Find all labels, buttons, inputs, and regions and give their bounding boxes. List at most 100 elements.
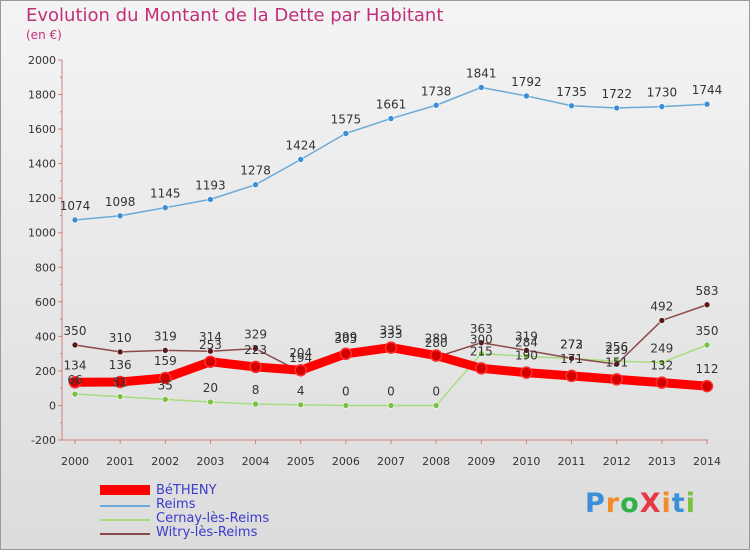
logo-letter: i: [685, 488, 696, 519]
data-label: 4: [297, 384, 305, 398]
y-tick-label: 200: [35, 365, 56, 378]
data-point: [297, 156, 305, 163]
x-tick-label: 2009: [467, 455, 495, 468]
logo-letter: r: [605, 488, 621, 519]
data-label: 333: [380, 327, 403, 341]
data-point: [475, 362, 488, 375]
data-label: 1730: [647, 86, 678, 100]
data-point: [610, 373, 623, 386]
data-label: 329: [244, 328, 267, 342]
logo-letter: i: [661, 488, 672, 519]
chart-title: Evolution du Montant de la Dette par Hab…: [26, 5, 444, 26]
data-label: 20: [203, 381, 218, 395]
data-point: [161, 204, 169, 211]
logo-letter: o: [620, 488, 640, 519]
data-point: [655, 376, 669, 389]
data-point: [252, 345, 259, 352]
x-tick-label: 2003: [196, 455, 224, 468]
legend-swatch: [100, 533, 150, 535]
data-point: [384, 341, 398, 354]
y-tick-label: 400: [35, 330, 56, 343]
data-point: [116, 393, 124, 400]
x-tick-label: 2001: [106, 455, 134, 468]
data-label: 319: [515, 329, 538, 343]
proxiti-logo: ProXiti: [585, 488, 696, 519]
data-label: 256: [605, 340, 628, 354]
x-tick-label: 2006: [332, 455, 360, 468]
data-label: 204: [289, 346, 312, 360]
x-tick-label: 2010: [512, 455, 540, 468]
data-label: 151: [605, 355, 628, 369]
data-label: 66: [67, 373, 82, 387]
x-tick-label: 2011: [558, 455, 586, 468]
y-tick-label: 1800: [28, 89, 56, 102]
x-tick-label: 2008: [422, 455, 450, 468]
legend-item-witry: Witry-lès-Reims: [100, 525, 320, 541]
x-tick-label: 2000: [61, 455, 89, 468]
data-label: 273: [560, 337, 583, 351]
x-tick-label: 2013: [648, 455, 676, 468]
data-point: [658, 317, 666, 324]
data-point: [161, 347, 169, 354]
data-label: 0: [387, 384, 395, 398]
data-label: 314: [199, 330, 222, 344]
x-tick-label: 2002: [151, 455, 179, 468]
data-label: 136: [109, 358, 132, 372]
data-label: 1278: [240, 164, 271, 178]
data-label: 1424: [285, 138, 316, 152]
data-label: 134: [64, 358, 87, 372]
y-tick-label: 0: [49, 399, 56, 412]
data-point: [477, 350, 485, 357]
data-point: [658, 103, 666, 110]
data-label: 132: [650, 359, 673, 373]
data-point: [477, 84, 485, 91]
data-label: 1735: [556, 85, 587, 99]
data-label: 272: [560, 337, 583, 351]
data-label: 159: [154, 354, 177, 368]
x-tick-label: 2005: [287, 455, 315, 468]
data-point: [71, 341, 79, 349]
data-point: [71, 390, 79, 398]
data-point: [207, 347, 214, 355]
y-tick-label: 1600: [28, 123, 56, 136]
data-point: [339, 347, 353, 361]
data-point: [703, 341, 711, 349]
data-point: [297, 401, 305, 409]
data-label: 1575: [331, 112, 362, 126]
data-point: [71, 216, 79, 224]
data-label: 1098: [105, 195, 136, 209]
data-point: [613, 360, 621, 368]
data-label: 305: [334, 332, 357, 346]
data-label: 1792: [511, 75, 542, 89]
data-label: 194: [289, 351, 312, 365]
data-label: 223: [244, 343, 267, 357]
data-point: [207, 398, 214, 406]
data-label: 215: [470, 344, 493, 358]
data-point: [429, 349, 443, 362]
data-point: [252, 400, 259, 408]
data-label: 171: [560, 352, 583, 366]
data-label: 583: [696, 284, 719, 298]
legend-label: Cernay-lès-Reims: [156, 511, 270, 526]
legend: BéTHENY Reims Cernay-lès-Reims Witry-lès…: [100, 483, 320, 541]
data-label: 1074: [60, 199, 91, 213]
y-tick-label: -200: [31, 434, 56, 447]
data-label: 492: [650, 299, 673, 313]
data-point: [387, 115, 395, 122]
y-tick-label: 1200: [28, 192, 56, 205]
legend-label: Witry-lès-Reims: [156, 525, 258, 540]
data-label: 350: [696, 324, 719, 338]
data-point: [432, 402, 440, 409]
data-label: 319: [154, 329, 177, 343]
data-label: 190: [515, 349, 538, 363]
x-tick-label: 2007: [377, 455, 405, 468]
data-point: [116, 212, 124, 220]
data-label: 1841: [466, 66, 497, 80]
data-point: [204, 355, 217, 369]
data-point: [432, 101, 440, 109]
y-tick-label: 1400: [28, 158, 56, 171]
data-point: [523, 347, 530, 354]
data-point: [565, 369, 578, 383]
data-point: [249, 360, 262, 374]
